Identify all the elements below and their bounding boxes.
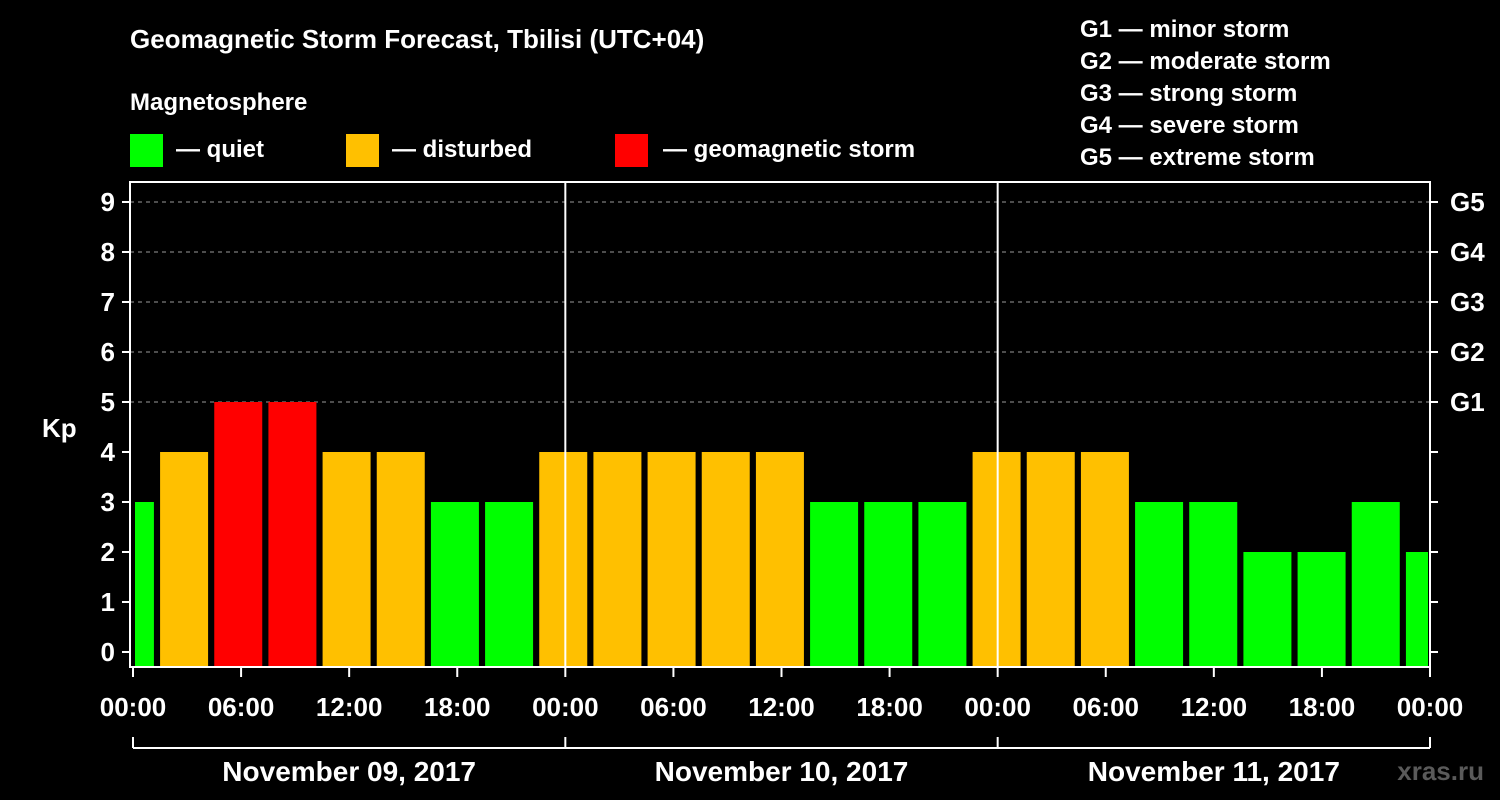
legend-heading: Magnetosphere [130, 89, 307, 116]
right-label-g4: G4 [1450, 237, 1485, 267]
x-tick-label-11: 18:00 [1289, 692, 1356, 722]
bar-14 [864, 502, 913, 667]
bar-10 [647, 452, 696, 667]
bar-4 [322, 452, 371, 667]
x-tick-label-10: 12:00 [1181, 692, 1248, 722]
legend-swatch-disturbed [346, 134, 379, 167]
x-tick-label-8: 00:00 [964, 692, 1031, 722]
gscale-g4: G4 — severe storm [1080, 112, 1299, 139]
y-tick-label-3: 3 [101, 487, 115, 517]
x-tick-label-9: 06:00 [1073, 692, 1140, 722]
y-tick-label-0: 0 [101, 637, 115, 667]
x-tick-label-2: 12:00 [316, 692, 383, 722]
x-tick-label-6: 12:00 [748, 692, 815, 722]
y-tick-label-6: 6 [101, 337, 115, 367]
bar-3 [268, 402, 317, 667]
x-tick-label-7: 18:00 [856, 692, 923, 722]
bar-23 [1351, 502, 1400, 667]
x-tick-label-5: 06:00 [640, 692, 707, 722]
legend-label-quiet: — quiet [176, 136, 264, 163]
y-tick-label-9: 9 [101, 187, 115, 217]
bar-13 [810, 502, 859, 667]
bar-6 [430, 502, 479, 667]
date-label-1: November 10, 2017 [655, 756, 909, 787]
gscale-g2: G2 — moderate storm [1080, 48, 1331, 75]
right-label-g2: G2 [1450, 337, 1485, 367]
bar-22 [1297, 552, 1346, 667]
x-tick-label-1: 06:00 [208, 692, 275, 722]
bar-2 [214, 402, 263, 667]
plot-frame [129, 181, 1431, 668]
bar-15 [918, 502, 967, 667]
bar-16 [972, 452, 1021, 667]
bar-19 [1135, 502, 1184, 667]
bar-18 [1080, 452, 1129, 667]
legend-label-disturbed: — disturbed [392, 136, 532, 163]
bar-0 [135, 502, 154, 667]
legend-swatch-storm [615, 134, 648, 167]
chart-title: Geomagnetic Storm Forecast, Tbilisi (UTC… [130, 24, 704, 54]
gscale-g5: G5 — extreme storm [1080, 144, 1315, 171]
bar-8 [539, 452, 588, 667]
bar-1 [160, 452, 209, 667]
bar-9 [593, 452, 642, 667]
y-tick-label-7: 7 [101, 287, 115, 317]
y-tick-label-8: 8 [101, 237, 115, 267]
gscale-g3: G3 — strong storm [1080, 80, 1297, 107]
watermark: xras.ru [1397, 756, 1484, 786]
x-tick-label-0: 00:00 [100, 692, 167, 722]
y-tick-label-1: 1 [101, 587, 115, 617]
bar-12 [755, 452, 804, 667]
bar-21 [1243, 552, 1292, 667]
y-axis-label: Kp [42, 413, 77, 443]
x-tick-label-12: 00:00 [1397, 692, 1464, 722]
y-tick-label-5: 5 [101, 387, 115, 417]
date-label-0: November 09, 2017 [222, 756, 476, 787]
bar-24 [1405, 552, 1428, 667]
bar-17 [1026, 452, 1075, 667]
x-tick-label-4: 00:00 [532, 692, 599, 722]
bars [135, 402, 1428, 667]
y-tick-label-2: 2 [101, 537, 115, 567]
date-label-2: November 11, 2017 [1088, 756, 1340, 787]
bar-7 [485, 502, 534, 667]
y-tick-label-4: 4 [101, 437, 116, 467]
right-label-g3: G3 [1450, 287, 1485, 317]
right-label-g1: G1 [1450, 387, 1485, 417]
bar-5 [376, 452, 425, 667]
gscale-g1: G1 — minor storm [1080, 16, 1289, 43]
bar-20 [1189, 502, 1238, 667]
legend-swatch-quiet [130, 134, 163, 167]
legend-label-storm: — geomagnetic storm [663, 136, 915, 163]
bar-11 [701, 452, 750, 667]
gridlines [130, 201, 1430, 403]
right-label-g5: G5 [1450, 187, 1485, 217]
axes: 0 1 2 3 4 5 6 7 8 9 G1 G2 G3 G4 G5 00:00 06:00 12:00 18:00… [100, 181, 1485, 787]
x-tick-label-3: 18:00 [424, 692, 491, 722]
